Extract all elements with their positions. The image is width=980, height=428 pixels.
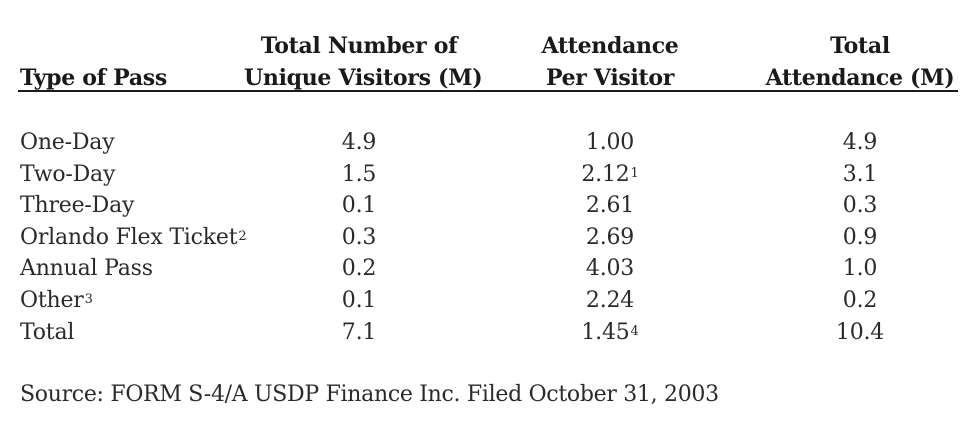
footnote-marker: 3 xyxy=(84,292,93,307)
row-total-attendance-value: 3.1 xyxy=(842,161,878,187)
row-type-of-pass-value: Two-Day xyxy=(20,161,116,187)
row-unique-visitors-value: 0.2 xyxy=(341,256,377,282)
row-total-attendance: 10.4 xyxy=(760,317,960,349)
row-total-attendance-value: 1.0 xyxy=(842,256,878,282)
row-type-of-pass-value: Annual Pass xyxy=(20,256,153,282)
row-attendance-per-visitor: 2.121 xyxy=(520,159,700,191)
row-type-of-pass-value: Orlando Flex Ticket xyxy=(20,224,238,250)
row-total-attendance: 0.9 xyxy=(760,222,960,254)
row-attendance-per-visitor: 4.03 xyxy=(520,253,700,285)
header-type-of-pass: Type of Pass xyxy=(20,30,167,94)
row-unique-visitors: 0.2 xyxy=(244,253,474,285)
row-attendance-per-visitor-value: 1.45 xyxy=(581,319,630,345)
row-total-attendance: 0.3 xyxy=(760,190,960,222)
row-type-of-pass: One-Day xyxy=(20,127,115,159)
row-type-of-pass-value: One-Day xyxy=(20,130,115,155)
row-type-of-pass: Orlando Flex Ticket2 xyxy=(20,222,247,254)
row-total-attendance: 3.1 xyxy=(760,159,960,191)
row-unique-visitors: 1.5 xyxy=(244,159,474,191)
row-unique-visitors-value: 0.1 xyxy=(341,288,377,313)
header-unique-visitors: Total Number of Unique Visitors (M) xyxy=(244,33,483,91)
footnote-marker: 1 xyxy=(630,165,639,181)
row-unique-visitors-value: 0.3 xyxy=(341,224,377,250)
row-attendance-per-visitor: 2.24 xyxy=(520,285,700,317)
row-total-attendance-value: 0.3 xyxy=(842,193,878,219)
row-attendance-per-visitor-value: 2.69 xyxy=(585,224,635,250)
row-unique-visitors: 7.1 xyxy=(244,317,474,349)
footnote-marker: 2 xyxy=(238,228,247,244)
row-type-of-pass: Annual Pass xyxy=(20,253,153,285)
row-total-attendance: 1.0 xyxy=(760,253,960,285)
row-attendance-per-visitor-value: 1.00 xyxy=(585,130,635,155)
row-attendance-per-visitor-value: 2.61 xyxy=(585,193,635,219)
row-attendance-per-visitor: 1.454 xyxy=(520,317,700,349)
row-attendance-per-visitor: 2.69 xyxy=(520,222,700,254)
row-total-attendance: 0.2 xyxy=(760,285,960,317)
row-total-attendance-value: 10.4 xyxy=(835,319,885,345)
row-type-of-pass: Three-Day xyxy=(20,190,134,222)
row-unique-visitors-value: 0.1 xyxy=(341,193,377,219)
footnote-marker: 4 xyxy=(630,323,639,339)
source-note: Source: FORM S-4/A USDP Finance Inc. Fil… xyxy=(20,382,719,407)
row-attendance-per-visitor-value: 4.03 xyxy=(585,256,635,282)
header-label: Type of Pass xyxy=(20,65,167,91)
row-type-of-pass: Total xyxy=(20,317,74,349)
row-unique-visitors: 0.1 xyxy=(244,285,474,317)
row-unique-visitors-value: 4.9 xyxy=(341,130,377,155)
row-unique-visitors: 0.1 xyxy=(244,190,474,222)
row-total-attendance-value: 4.9 xyxy=(842,130,878,155)
row-unique-visitors: 0.3 xyxy=(244,222,474,254)
header-attendance-per-visitor: Attendance Per Visitor xyxy=(541,33,679,91)
row-unique-visitors: 4.9 xyxy=(244,127,474,159)
row-total-attendance-value: 0.9 xyxy=(842,224,878,250)
header-underline xyxy=(18,90,958,92)
row-type-of-pass-value: Total xyxy=(20,319,75,345)
row-type-of-pass-value: Three-Day xyxy=(20,193,135,219)
row-type-of-pass-value: Other xyxy=(20,288,84,313)
row-unique-visitors-value: 7.1 xyxy=(341,319,377,345)
row-total-attendance: 4.9 xyxy=(760,127,960,159)
row-total-attendance-value: 0.2 xyxy=(842,288,878,313)
row-attendance-per-visitor: 1.00 xyxy=(520,127,700,159)
header-total-attendance: Total Attendance (M) xyxy=(765,33,955,91)
row-unique-visitors-value: 1.5 xyxy=(341,161,377,187)
row-attendance-per-visitor-value: 2.24 xyxy=(585,288,635,313)
row-type-of-pass: Two-Day xyxy=(20,159,115,191)
row-type-of-pass: Other3 xyxy=(20,285,93,317)
row-attendance-per-visitor-value: 2.12 xyxy=(581,161,630,187)
row-attendance-per-visitor: 2.61 xyxy=(520,190,700,222)
